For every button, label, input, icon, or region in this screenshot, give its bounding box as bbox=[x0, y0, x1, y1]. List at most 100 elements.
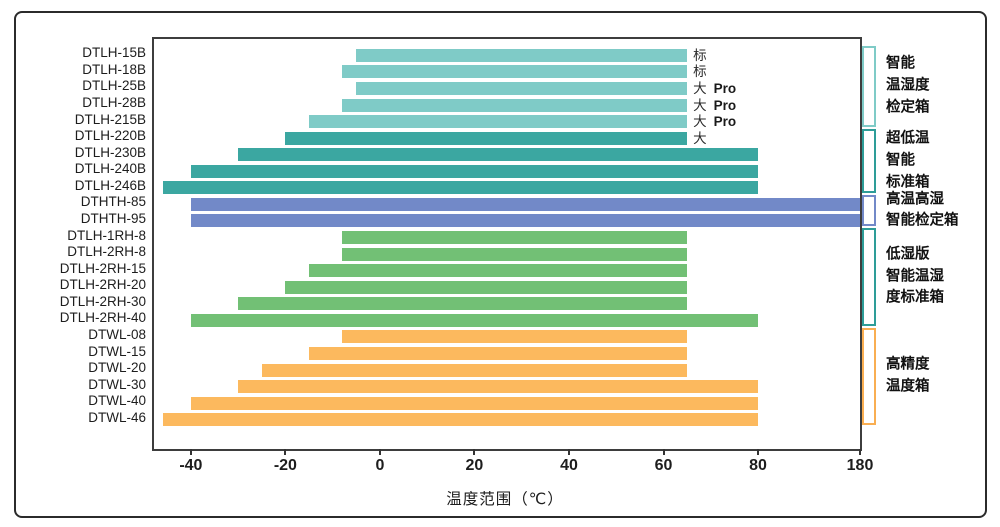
group-label-line: 智能 bbox=[886, 152, 915, 169]
group-label: 高精度 温度箱 bbox=[886, 355, 992, 399]
bar-DTLH-25B bbox=[356, 81, 688, 95]
y-axis-label: DTLH-2RH-20 bbox=[59, 277, 146, 293]
bar-DTLH-230B bbox=[238, 148, 758, 162]
bar-DTWL-20 bbox=[261, 363, 688, 377]
bar-annotation: 标 bbox=[693, 47, 707, 63]
y-axis-label: DTLH-2RH-40 bbox=[59, 310, 146, 326]
y-axis-label: DTLH-18B bbox=[82, 61, 146, 77]
bar-DTWL-15 bbox=[309, 347, 688, 360]
y-axis-label: DTLH-1RH-8 bbox=[67, 227, 146, 243]
bar-annotation: 大 Pro bbox=[693, 97, 737, 113]
y-axis-label: DTWL-15 bbox=[88, 343, 146, 359]
bar-DTLH-28B bbox=[342, 98, 688, 112]
y-axis-label: DTWL-20 bbox=[88, 360, 146, 375]
y-axis-label: DTLH-220B bbox=[74, 128, 146, 144]
annotation-size-text: 大 bbox=[693, 114, 707, 129]
bar-DTLH-220B bbox=[285, 131, 688, 145]
y-axis-label: DTWL-46 bbox=[88, 409, 146, 425]
bar-DTWL-40 bbox=[190, 396, 758, 410]
x-tick-label: 60 bbox=[654, 457, 673, 474]
annotation-pro-text: Pro bbox=[713, 97, 737, 113]
group-label-line: 检定箱 bbox=[886, 99, 930, 116]
group-label: 智能 温湿度 检定箱 bbox=[886, 54, 992, 119]
bar-DTLH-215B bbox=[309, 115, 688, 128]
group-label-line: 智能温湿 bbox=[886, 268, 944, 285]
y-axis-label: DTWL-30 bbox=[88, 376, 146, 392]
x-axis-title: 温度范围（℃） bbox=[446, 491, 564, 508]
bar-DTLH-15B bbox=[356, 48, 688, 62]
bar-annotation: 标 bbox=[693, 64, 707, 80]
y-axis-label: DTLH-246B bbox=[74, 177, 146, 193]
group-label-line: 高温高湿 bbox=[886, 190, 944, 207]
bar-DTLH-2RH-40 bbox=[190, 313, 758, 327]
group-bracket bbox=[862, 128, 876, 194]
bar-DTLH-240B bbox=[190, 164, 758, 178]
group-label-line: 标准箱 bbox=[886, 173, 930, 190]
group-label-line: 超低温 bbox=[886, 130, 930, 147]
x-tick-label: -20 bbox=[273, 457, 297, 474]
y-axis-label: DTLH-2RH-30 bbox=[59, 293, 146, 309]
y-axis-label: DTLH-215B bbox=[74, 111, 146, 127]
annotation-size-text: 标 bbox=[693, 64, 707, 80]
x-tick-label: 40 bbox=[560, 457, 578, 474]
x-tick-label: 20 bbox=[465, 457, 484, 474]
plot-area: 标标大 Pro 大 Pro 大 Pro 大 bbox=[152, 37, 862, 451]
group-label: 超低温 智能 标准箱 bbox=[886, 128, 992, 193]
x-tick-label: 180 bbox=[846, 457, 874, 474]
y-axis-label: DTLH-230B bbox=[74, 144, 146, 160]
y-axis-label: DTWL-40 bbox=[88, 393, 146, 409]
x-tick-mark bbox=[284, 449, 287, 455]
x-tick-mark bbox=[757, 449, 759, 455]
group-bracket bbox=[862, 228, 876, 326]
x-tick-mark bbox=[473, 449, 476, 455]
annotation-pro-text: Pro bbox=[713, 114, 737, 129]
group-bracket bbox=[862, 195, 876, 227]
y-axis-label: DTLH-25B bbox=[82, 78, 146, 94]
bar-DTWL-08 bbox=[342, 330, 688, 344]
y-axis-label: DTLH-240B bbox=[74, 161, 146, 177]
x-tick-mark bbox=[859, 449, 861, 455]
x-tick-label: 0 bbox=[375, 457, 385, 474]
x-tick-mark bbox=[189, 449, 192, 455]
group-label-line: 温度箱 bbox=[886, 378, 930, 395]
x-tick-label: -40 bbox=[179, 457, 203, 474]
group-label-line: 温湿度 bbox=[886, 77, 930, 94]
bar-DTLH-18B bbox=[342, 65, 688, 79]
y-axis-label: DTLH-2RH-15 bbox=[59, 260, 146, 276]
group-label-line: 低湿版 bbox=[886, 246, 930, 263]
bar-DTLH-2RH-15 bbox=[309, 264, 688, 278]
bar-DTLH-246B bbox=[162, 181, 758, 195]
group-label-line: 智能 bbox=[886, 55, 915, 72]
y-axis-label: DTHTH-95 bbox=[80, 210, 146, 226]
group-bracket bbox=[862, 46, 876, 127]
x-tick-mark bbox=[568, 449, 570, 455]
annotation-size-text: 标 bbox=[693, 47, 707, 63]
bar-DTLH-2RH-30 bbox=[238, 297, 688, 311]
bar-DTHTH-85 bbox=[190, 197, 860, 211]
bar-DTLH-2RH-8 bbox=[342, 247, 688, 261]
group-label-line: 度标准箱 bbox=[886, 289, 944, 306]
annotation-size-text: 大 bbox=[693, 80, 707, 96]
x-tick-label: 80 bbox=[749, 457, 767, 474]
x-tick-mark bbox=[378, 449, 381, 455]
group-bracket bbox=[862, 327, 876, 425]
bar-annotation: 大 bbox=[693, 130, 707, 146]
bar-annotation: 大 Pro bbox=[693, 114, 737, 129]
y-axis-label: DTLH-15B bbox=[82, 45, 146, 61]
annotation-size-text: 大 bbox=[693, 97, 707, 113]
group-label: 低湿版智能温湿度标准箱 bbox=[886, 244, 992, 309]
y-axis-label: DTHTH-85 bbox=[80, 194, 146, 210]
y-axis-label: DTWL-08 bbox=[88, 326, 146, 342]
bar-DTLH-1RH-8 bbox=[342, 231, 688, 244]
bar-DTWL-46 bbox=[162, 413, 758, 427]
bar-DTWL-30 bbox=[238, 380, 758, 394]
bar-DTLH-2RH-20 bbox=[285, 280, 688, 294]
y-axis-label: DTLH-28B bbox=[82, 95, 146, 110]
group-label-line: 高精度 bbox=[886, 356, 930, 373]
bar-annotation: 大 Pro bbox=[693, 80, 736, 96]
bar-DTHTH-95 bbox=[190, 214, 860, 228]
group-label-line: 智能检定箱 bbox=[886, 212, 959, 229]
annotation-size-text: 大 bbox=[693, 130, 707, 146]
group-label: 高温高湿 智能检定箱 bbox=[886, 189, 992, 233]
